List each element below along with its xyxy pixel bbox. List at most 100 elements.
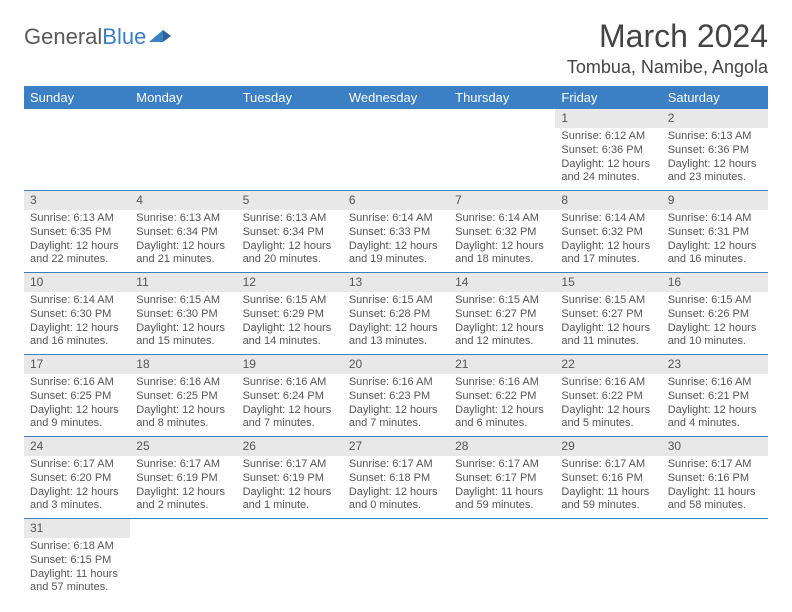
sunrise-line: Sunrise: 6:14 AM	[349, 212, 443, 226]
day-number: 3	[24, 191, 130, 210]
sunset-line: Sunset: 6:24 PM	[243, 390, 337, 404]
sunrise-line: Sunrise: 6:12 AM	[561, 130, 655, 144]
sunset-line: Sunset: 6:25 PM	[136, 390, 230, 404]
daylight-line: Daylight: 12 hours and 15 minutes.	[136, 322, 230, 350]
day-number: 5	[237, 191, 343, 210]
calendar-empty	[343, 519, 449, 601]
daylight-line: Daylight: 12 hours and 22 minutes.	[30, 240, 124, 268]
sunset-line: Sunset: 6:23 PM	[349, 390, 443, 404]
calendar-day: 8Sunrise: 6:14 AMSunset: 6:32 PMDaylight…	[555, 191, 661, 273]
daylight-line: Daylight: 11 hours and 59 minutes.	[455, 486, 549, 514]
day-number: 7	[449, 191, 555, 210]
sunrise-line: Sunrise: 6:14 AM	[561, 212, 655, 226]
calendar-day: 23Sunrise: 6:16 AMSunset: 6:21 PMDayligh…	[662, 355, 768, 437]
sunset-line: Sunset: 6:22 PM	[455, 390, 549, 404]
day-number: 24	[24, 437, 130, 456]
calendar-day: 15Sunrise: 6:15 AMSunset: 6:27 PMDayligh…	[555, 273, 661, 355]
calendar-empty	[555, 519, 661, 601]
daylight-line: Daylight: 12 hours and 16 minutes.	[30, 322, 124, 350]
daylight-line: Daylight: 12 hours and 2 minutes.	[136, 486, 230, 514]
sunset-line: Sunset: 6:33 PM	[349, 226, 443, 240]
calendar-day: 3 Sunrise: 6:13 AMSunset: 6:35 PMDaylight…	[24, 191, 130, 273]
month-title: March 2024	[567, 18, 768, 55]
sunrise-line: Sunrise: 6:16 AM	[455, 376, 549, 390]
daylight-line: Daylight: 11 hours and 58 minutes.	[668, 486, 762, 514]
sunset-line: Sunset: 6:35 PM	[30, 226, 124, 240]
daylight-line: Daylight: 12 hours and 18 minutes.	[455, 240, 549, 268]
calendar-empty	[343, 109, 449, 191]
day-number: 22	[555, 355, 661, 374]
sunrise-line: Sunrise: 6:14 AM	[668, 212, 762, 226]
daylight-line: Daylight: 12 hours and 13 minutes.	[349, 322, 443, 350]
sunrise-line: Sunrise: 6:16 AM	[561, 376, 655, 390]
daylight-line: Daylight: 11 hours and 59 minutes.	[561, 486, 655, 514]
day-number: 1	[555, 109, 661, 128]
daylight-line: Daylight: 12 hours and 5 minutes.	[561, 404, 655, 432]
sunset-line: Sunset: 6:26 PM	[668, 308, 762, 322]
sunset-line: Sunset: 6:20 PM	[30, 472, 124, 486]
sunrise-line: Sunrise: 6:17 AM	[561, 458, 655, 472]
calendar-day: 13Sunrise: 6:15 AMSunset: 6:28 PMDayligh…	[343, 273, 449, 355]
day-number: 11	[130, 273, 236, 292]
sunrise-line: Sunrise: 6:16 AM	[349, 376, 443, 390]
sunset-line: Sunset: 6:36 PM	[561, 144, 655, 158]
sunrise-line: Sunrise: 6:18 AM	[30, 540, 124, 554]
sunset-line: Sunset: 6:34 PM	[136, 226, 230, 240]
sunrise-line: Sunrise: 6:13 AM	[243, 212, 337, 226]
calendar-day: 21Sunrise: 6:16 AMSunset: 6:22 PMDayligh…	[449, 355, 555, 437]
day-number: 18	[130, 355, 236, 374]
calendar-empty	[449, 109, 555, 191]
logo-text-blue: Blue	[102, 24, 146, 50]
calendar-day: 19Sunrise: 6:16 AMSunset: 6:24 PMDayligh…	[237, 355, 343, 437]
day-number: 30	[662, 437, 768, 456]
day-number: 25	[130, 437, 236, 456]
sunset-line: Sunset: 6:19 PM	[243, 472, 337, 486]
sunset-line: Sunset: 6:16 PM	[561, 472, 655, 486]
daylight-line: Daylight: 12 hours and 20 minutes.	[243, 240, 337, 268]
sunrise-line: Sunrise: 6:15 AM	[668, 294, 762, 308]
calendar-day: 29Sunrise: 6:17 AMSunset: 6:16 PMDayligh…	[555, 437, 661, 519]
sunrise-line: Sunrise: 6:17 AM	[30, 458, 124, 472]
sunset-line: Sunset: 6:28 PM	[349, 308, 443, 322]
sunset-line: Sunset: 6:16 PM	[668, 472, 762, 486]
calendar-day: 30 Sunrise: 6:17 AMSunset: 6:16 PMDayligh…	[662, 437, 768, 519]
daylight-line: Daylight: 12 hours and 4 minutes.	[668, 404, 762, 432]
calendar-day: 2Sunrise: 6:13 AMSunset: 6:36 PMDaylight…	[662, 109, 768, 191]
weekday-header: Monday	[130, 86, 236, 109]
sunrise-line: Sunrise: 6:17 AM	[349, 458, 443, 472]
calendar-header: SundayMondayTuesdayWednesdayThursdayFrid…	[24, 86, 768, 109]
daylight-line: Daylight: 12 hours and 24 minutes.	[561, 158, 655, 186]
day-number: 28	[449, 437, 555, 456]
sunrise-line: Sunrise: 6:13 AM	[668, 130, 762, 144]
sunset-line: Sunset: 6:29 PM	[243, 308, 337, 322]
sunset-line: Sunset: 6:19 PM	[136, 472, 230, 486]
sunset-line: Sunset: 6:34 PM	[243, 226, 337, 240]
calendar-empty	[662, 519, 768, 601]
sunrise-line: Sunrise: 6:15 AM	[455, 294, 549, 308]
sunrise-line: Sunrise: 6:16 AM	[136, 376, 230, 390]
day-number: 15	[555, 273, 661, 292]
calendar-day: 10Sunrise: 6:14 AMSunset: 6:30 PMDayligh…	[24, 273, 130, 355]
calendar-day: 24Sunrise: 6:17 AMSunset: 6:20 PMDayligh…	[24, 437, 130, 519]
day-number: 2	[662, 109, 768, 128]
calendar-day: 31Sunrise: 6:18 AMSunset: 6:15 PMDayligh…	[24, 519, 130, 601]
calendar-day: 12Sunrise: 6:15 AMSunset: 6:29 PMDayligh…	[237, 273, 343, 355]
sunset-line: Sunset: 6:27 PM	[455, 308, 549, 322]
sunrise-line: Sunrise: 6:17 AM	[455, 458, 549, 472]
calendar-table: SundayMondayTuesdayWednesdayThursdayFrid…	[24, 86, 768, 600]
daylight-line: Daylight: 12 hours and 14 minutes.	[243, 322, 337, 350]
daylight-line: Daylight: 12 hours and 7 minutes.	[349, 404, 443, 432]
calendar-day: 25Sunrise: 6:17 AMSunset: 6:19 PMDayligh…	[130, 437, 236, 519]
day-number: 19	[237, 355, 343, 374]
calendar-empty	[237, 109, 343, 191]
calendar-empty	[130, 519, 236, 601]
sunrise-line: Sunrise: 6:17 AM	[668, 458, 762, 472]
day-number: 8	[555, 191, 661, 210]
sunset-line: Sunset: 6:27 PM	[561, 308, 655, 322]
calendar-day: 16Sunrise: 6:15 AMSunset: 6:26 PMDayligh…	[662, 273, 768, 355]
daylight-line: Daylight: 12 hours and 10 minutes.	[668, 322, 762, 350]
calendar-day: 14Sunrise: 6:15 AMSunset: 6:27 PMDayligh…	[449, 273, 555, 355]
sunrise-line: Sunrise: 6:13 AM	[30, 212, 124, 226]
sunset-line: Sunset: 6:17 PM	[455, 472, 549, 486]
calendar-empty	[237, 519, 343, 601]
